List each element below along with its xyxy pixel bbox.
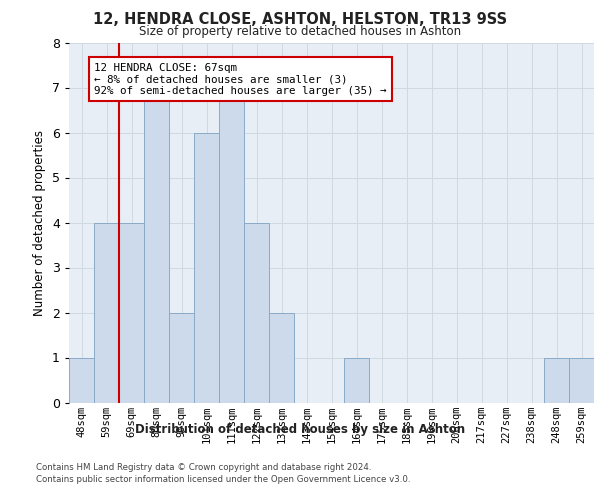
Bar [169, 312, 194, 402]
Text: Contains public sector information licensed under the Open Government Licence v3: Contains public sector information licen… [36, 475, 410, 484]
Bar [119, 222, 144, 402]
Text: Contains HM Land Registry data © Crown copyright and database right 2024.: Contains HM Land Registry data © Crown c… [36, 462, 371, 471]
Text: 12, HENDRA CLOSE, ASHTON, HELSTON, TR13 9SS: 12, HENDRA CLOSE, ASHTON, HELSTON, TR13 … [93, 12, 507, 28]
Bar [344, 358, 369, 403]
Bar [94, 222, 119, 402]
Bar [269, 312, 294, 402]
Text: 12 HENDRA CLOSE: 67sqm
← 8% of detached houses are smaller (3)
92% of semi-detac: 12 HENDRA CLOSE: 67sqm ← 8% of detached … [94, 62, 386, 96]
Y-axis label: Number of detached properties: Number of detached properties [34, 130, 46, 316]
Bar [569, 358, 594, 403]
Bar [544, 358, 569, 403]
Bar [244, 222, 269, 402]
Bar [194, 132, 219, 402]
Bar [69, 358, 94, 403]
Bar [144, 88, 169, 403]
Text: Distribution of detached houses by size in Ashton: Distribution of detached houses by size … [135, 422, 465, 436]
Bar [219, 88, 244, 403]
Text: Size of property relative to detached houses in Ashton: Size of property relative to detached ho… [139, 25, 461, 38]
